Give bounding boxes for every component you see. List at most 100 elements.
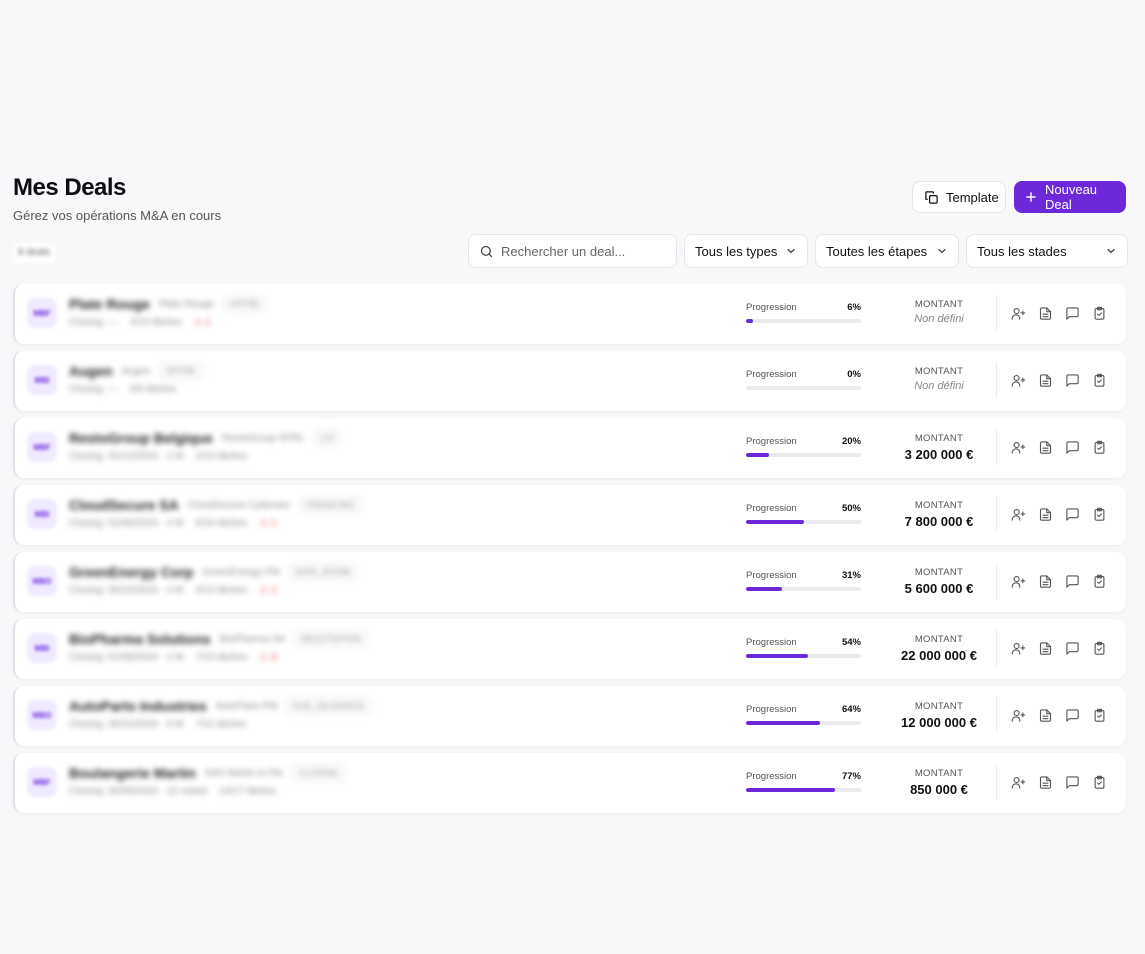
documents-button[interactable] (1036, 639, 1054, 657)
tasks-button[interactable] (1090, 706, 1108, 724)
deal-avatar: MBF (27, 298, 57, 328)
message-icon (1065, 306, 1079, 320)
deal-card[interactable]: MBI Augen Augen OFFRE Closing: — 0/6 tâc… (13, 351, 1126, 411)
deal-stage-tag: DUE_DILIGENCE (286, 698, 371, 714)
add-user-button[interactable] (1009, 639, 1027, 657)
user-plus-icon (1011, 508, 1025, 521)
deal-info: CloudSecure SA CloudSecure Cybersec FINA… (69, 497, 362, 529)
tasks-button[interactable] (1090, 773, 1108, 791)
deal-name[interactable]: BioPharma Solutions (69, 631, 211, 647)
progress-fill (746, 721, 820, 725)
add-user-button[interactable] (1009, 572, 1027, 590)
user-plus-icon (1011, 575, 1025, 588)
comments-button[interactable] (1063, 304, 1081, 322)
documents-button[interactable] (1036, 572, 1054, 590)
user-plus-icon (1011, 776, 1025, 789)
message-icon (1065, 373, 1079, 387)
comments-button[interactable] (1063, 505, 1081, 523)
clipboard-check-icon (1094, 641, 1104, 655)
type-filter-select[interactable]: Tous les types (684, 234, 808, 268)
clipboard-check-icon (1094, 306, 1104, 320)
amount-label: MONTANT (914, 634, 964, 645)
progress-label: Progression (746, 704, 797, 715)
tasks-button[interactable] (1090, 438, 1108, 456)
progress-label: Progression (746, 369, 797, 380)
progress-label: Progression (746, 503, 797, 514)
progress-fill (746, 654, 809, 658)
deal-avatar: MBO (27, 700, 57, 730)
deal-card[interactable]: MBO GreenEnergy Corp GreenEnergy PM DATA… (13, 552, 1126, 612)
deal-name[interactable]: Boulangerie Martin (69, 765, 196, 781)
progress-label: Progression (746, 570, 797, 581)
deal-name[interactable]: GreenEnergy Corp (69, 564, 194, 580)
message-icon (1065, 775, 1079, 789)
search-input[interactable] (501, 243, 661, 259)
deal-name[interactable]: RestoGroup Belgique (69, 430, 213, 446)
tasks-button[interactable] (1090, 304, 1108, 322)
deal-amount: MONTANT 5 600 000 € (889, 567, 989, 596)
add-user-button[interactable] (1009, 438, 1027, 456)
tasks-button[interactable] (1090, 639, 1108, 657)
comments-button[interactable] (1063, 706, 1081, 724)
tasks-button[interactable] (1090, 572, 1108, 590)
tasks-button[interactable] (1090, 371, 1108, 389)
amount-label: MONTANT (914, 567, 964, 578)
deal-tasks: 4/10 tâches (129, 317, 182, 328)
comments-button[interactable] (1063, 639, 1081, 657)
deal-amount: MONTANT 3 200 000 € (889, 433, 989, 462)
documents-button[interactable] (1036, 773, 1054, 791)
documents-button[interactable] (1036, 438, 1054, 456)
comments-button[interactable] (1063, 371, 1081, 389)
header-actions: Template Nouveau Deal (912, 181, 1126, 213)
deal-closing: Closing: 31/12/2024 · 2 M (69, 451, 184, 462)
clipboard-check-icon (1094, 507, 1104, 521)
add-user-button[interactable] (1009, 505, 1027, 523)
stage-filter-select[interactable]: Tous les stades (966, 234, 1128, 268)
deal-card[interactable]: MBO AutoParts Industries AutoParts PM DU… (13, 686, 1126, 746)
step-filter-select[interactable]: Toutes les étapes (815, 234, 959, 268)
deal-card[interactable]: MBF Boulangerie Martin SAS Martin & Fils… (13, 753, 1126, 813)
add-user-button[interactable] (1009, 371, 1027, 389)
add-user-button[interactable] (1009, 773, 1027, 791)
deal-name[interactable]: Augen (69, 363, 113, 379)
documents-button[interactable] (1036, 304, 1054, 322)
deal-list: MBF Plate Rouge Plate Rouge OFFRE Closin… (13, 284, 1126, 820)
deal-company: RestoGroup SPRL (221, 432, 305, 444)
deal-closing: Closing: — (69, 384, 118, 395)
template-button[interactable]: Template (912, 181, 1006, 213)
documents-button[interactable] (1036, 371, 1054, 389)
documents-button[interactable] (1036, 706, 1054, 724)
deal-progress: Progression 50% (746, 503, 861, 524)
amount-value: 7 800 000 € (904, 514, 974, 529)
message-icon (1065, 708, 1079, 722)
deal-card[interactable]: MBF Plate Rouge Plate Rouge OFFRE Closin… (13, 284, 1126, 344)
progress-percent: 0% (847, 369, 861, 380)
deal-name[interactable]: CloudSecure SA (69, 497, 179, 513)
warning-icon: ⚠ (193, 317, 203, 328)
deal-avatar: MBI (27, 633, 57, 663)
amount-label: MONTANT (914, 701, 964, 712)
warning-icon: ⚠ (259, 652, 269, 663)
deal-card[interactable]: MBF RestoGroup Belgique RestoGroup SPRL … (13, 418, 1126, 478)
progress-percent: 50% (841, 503, 861, 514)
progress-label: Progression (746, 436, 797, 447)
deal-name[interactable]: AutoParts Industries (69, 698, 207, 714)
deal-card[interactable]: MBI BioPharma Solutions BioPharma SA NEG… (13, 619, 1126, 679)
comments-button[interactable] (1063, 773, 1081, 791)
page-subtitle: Gérez vos opérations M&A en cours (13, 208, 222, 223)
comments-button[interactable] (1063, 572, 1081, 590)
search-box[interactable] (468, 234, 677, 268)
add-user-button[interactable] (1009, 304, 1027, 322)
deal-name[interactable]: Plate Rouge (69, 296, 150, 312)
deal-card[interactable]: MBI CloudSecure SA CloudSecure Cybersec … (13, 485, 1126, 545)
new-deal-button[interactable]: Nouveau Deal (1014, 181, 1126, 213)
document-icon (1039, 306, 1051, 320)
add-user-button[interactable] (1009, 706, 1027, 724)
deal-progress: Progression 0% (746, 369, 861, 390)
deal-actions (996, 362, 1108, 398)
amount-value: 5 600 000 € (904, 581, 974, 596)
documents-button[interactable] (1036, 505, 1054, 523)
comments-button[interactable] (1063, 438, 1081, 456)
deal-alert-count: 3 (270, 652, 277, 663)
tasks-button[interactable] (1090, 505, 1108, 523)
